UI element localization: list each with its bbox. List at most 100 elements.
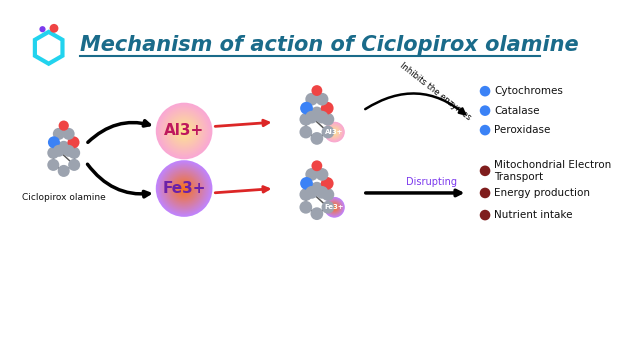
Circle shape [174,178,195,199]
Circle shape [305,111,318,123]
Circle shape [332,205,337,210]
Circle shape [331,203,338,211]
Circle shape [305,93,318,105]
Circle shape [157,161,211,216]
Circle shape [332,130,337,134]
Circle shape [170,174,199,203]
Circle shape [326,123,343,141]
Circle shape [163,109,205,153]
Circle shape [160,165,208,212]
Text: Peroxidase: Peroxidase [494,125,550,135]
Circle shape [68,147,80,159]
Circle shape [63,128,75,140]
Text: Catalase: Catalase [494,106,540,116]
Circle shape [156,160,212,217]
Circle shape [40,26,45,32]
Circle shape [180,127,188,134]
Circle shape [173,177,195,200]
Circle shape [321,201,334,214]
Circle shape [321,113,334,126]
Circle shape [327,200,342,215]
Circle shape [180,185,188,192]
Circle shape [172,176,196,201]
Circle shape [332,129,337,135]
Circle shape [331,129,338,135]
Text: Fe3+: Fe3+ [324,204,344,210]
Circle shape [330,127,339,137]
Circle shape [327,125,341,139]
Circle shape [48,136,60,148]
Text: Al3+: Al3+ [164,123,204,139]
Circle shape [328,126,340,138]
Circle shape [168,173,200,204]
Circle shape [300,201,312,214]
Circle shape [325,198,344,217]
Circle shape [170,117,198,145]
Circle shape [310,106,323,119]
Circle shape [168,115,200,147]
Circle shape [312,160,323,171]
Circle shape [58,165,70,177]
Circle shape [177,124,191,138]
Circle shape [177,182,191,195]
Circle shape [332,129,337,135]
Circle shape [316,93,328,105]
Circle shape [300,126,312,138]
Circle shape [328,201,340,214]
Circle shape [332,204,337,210]
Circle shape [316,168,328,181]
Text: Inhibits the enzymes: Inhibits the enzymes [398,61,473,122]
Circle shape [160,107,208,155]
Circle shape [159,164,209,214]
Circle shape [166,171,202,207]
Circle shape [167,172,201,205]
Circle shape [49,24,58,33]
Circle shape [334,132,335,133]
Circle shape [330,127,339,137]
Circle shape [328,126,340,138]
Circle shape [328,201,341,214]
Text: Mechanism of action of Ciclopirox olamine: Mechanism of action of Ciclopirox olamin… [79,35,579,55]
Circle shape [324,197,344,217]
Circle shape [480,188,490,198]
Circle shape [164,111,205,152]
Circle shape [325,123,344,141]
Circle shape [480,125,490,135]
Circle shape [183,130,185,132]
Circle shape [159,106,209,156]
Text: Al3+: Al3+ [325,129,344,135]
Circle shape [321,126,334,138]
Circle shape [165,169,204,208]
Circle shape [179,125,190,137]
Circle shape [329,202,340,213]
Circle shape [300,113,312,126]
Circle shape [53,145,65,157]
Circle shape [174,121,195,141]
Circle shape [68,159,80,171]
Circle shape [180,184,189,193]
Text: Mitochondrial Electron
Transport: Mitochondrial Electron Transport [494,160,611,182]
Circle shape [331,204,338,211]
Circle shape [328,125,341,139]
Circle shape [182,129,186,133]
Circle shape [321,177,333,190]
Circle shape [333,206,335,208]
Circle shape [326,124,342,140]
Circle shape [175,179,193,198]
Text: Cytochromes: Cytochromes [494,86,563,96]
Circle shape [165,112,204,150]
Circle shape [300,177,313,190]
Circle shape [325,122,344,142]
Circle shape [321,102,333,115]
Circle shape [324,197,345,218]
Circle shape [176,123,192,139]
Circle shape [480,105,490,116]
Circle shape [329,127,340,137]
Circle shape [334,207,335,208]
Circle shape [333,131,336,134]
Circle shape [47,147,60,159]
Circle shape [330,203,339,212]
Circle shape [326,199,343,216]
Circle shape [325,198,344,216]
Circle shape [59,121,69,131]
